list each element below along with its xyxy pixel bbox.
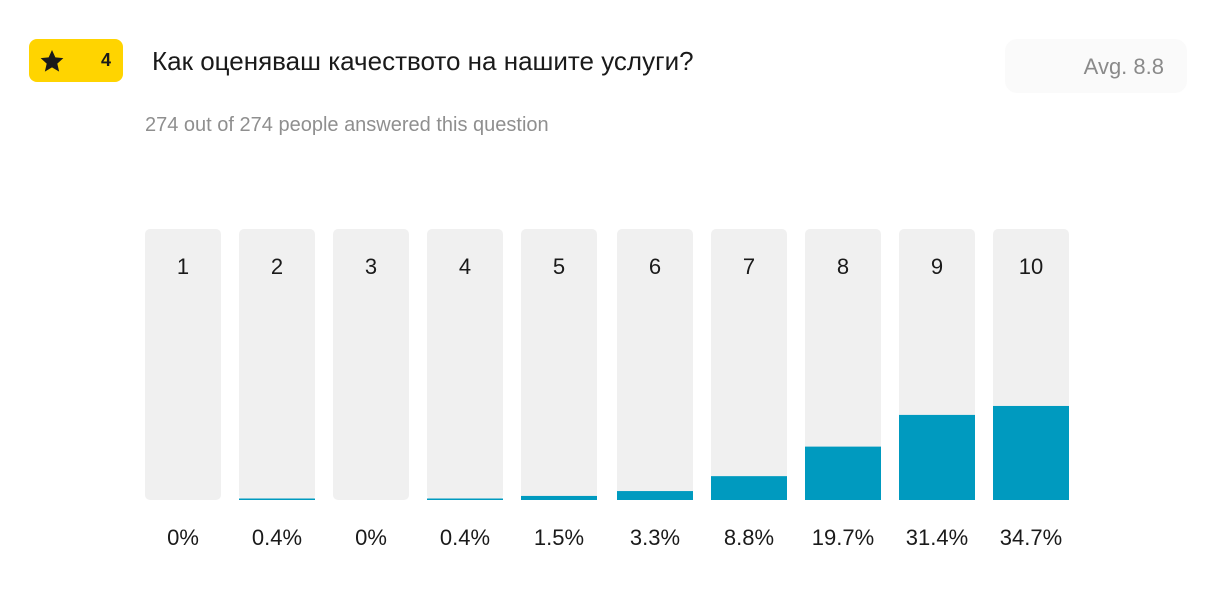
bar-track-4 <box>427 229 503 500</box>
value-label-4: 0.4% <box>440 525 490 550</box>
category-label-2: 2 <box>271 254 283 279</box>
question-number: 4 <box>100 50 111 70</box>
bar-track-3 <box>333 229 409 500</box>
category-label-7: 7 <box>743 254 755 279</box>
bar-fill-4 <box>427 498 503 500</box>
bar-fill-9 <box>899 414 975 500</box>
category-label-4: 4 <box>459 254 471 279</box>
bar-track-7 <box>711 229 787 500</box>
value-label-7: 8.8% <box>724 525 774 550</box>
star-icon <box>40 49 64 72</box>
value-label-1: 0% <box>167 525 199 550</box>
value-label-5: 1.5% <box>534 525 584 550</box>
category-label-5: 5 <box>553 254 565 279</box>
bar-track-1 <box>145 229 221 500</box>
bar-fill-6 <box>617 491 693 500</box>
value-label-9: 31.4% <box>906 525 968 550</box>
value-label-10: 34.7% <box>1000 525 1062 550</box>
bar-track-2 <box>239 229 315 500</box>
value-label-3: 0% <box>355 525 387 550</box>
category-label-8: 8 <box>837 254 849 279</box>
bar-track-8 <box>805 229 881 500</box>
bar-track-6 <box>617 229 693 500</box>
bar-fill-2 <box>239 498 315 500</box>
value-label-2: 0.4% <box>252 525 302 550</box>
question-number-badge: 4 <box>29 39 123 82</box>
average-badge: Avg. 8.8 <box>1005 39 1187 93</box>
category-label-3: 3 <box>365 254 377 279</box>
category-label-1: 1 <box>177 254 189 279</box>
bar-fill-7 <box>711 476 787 500</box>
category-label-6: 6 <box>649 254 661 279</box>
category-label-10: 10 <box>1019 254 1043 279</box>
bar-track-5 <box>521 229 597 500</box>
question-title: Как оценяваш качеството на нашите услуги… <box>152 46 694 76</box>
average-label: Avg. 8.8 <box>1083 54 1164 79</box>
category-label-9: 9 <box>931 254 943 279</box>
answered-count: 274 out of 274 people answered this ques… <box>145 114 549 136</box>
bar-fill-10 <box>993 405 1069 500</box>
value-label-8: 19.7% <box>812 525 874 550</box>
bar-fill-5 <box>521 495 597 500</box>
value-label-6: 3.3% <box>630 525 680 550</box>
bar-fill-8 <box>805 446 881 500</box>
